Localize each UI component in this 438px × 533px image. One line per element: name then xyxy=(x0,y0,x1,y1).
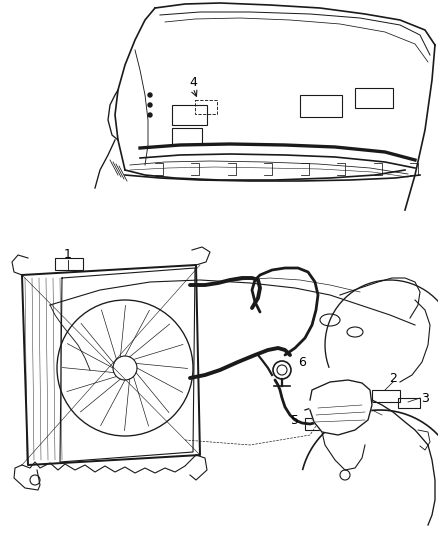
Circle shape xyxy=(148,93,152,97)
Polygon shape xyxy=(310,380,372,435)
Text: 5: 5 xyxy=(291,414,299,426)
Text: 1: 1 xyxy=(64,248,72,262)
Text: 4: 4 xyxy=(189,76,197,88)
Text: 2: 2 xyxy=(389,372,397,384)
Circle shape xyxy=(273,361,291,379)
Circle shape xyxy=(340,470,350,480)
Circle shape xyxy=(277,365,287,375)
Circle shape xyxy=(113,356,137,380)
Text: 3: 3 xyxy=(421,392,429,405)
Circle shape xyxy=(148,113,152,117)
Circle shape xyxy=(148,103,152,107)
Text: 6: 6 xyxy=(298,356,306,368)
